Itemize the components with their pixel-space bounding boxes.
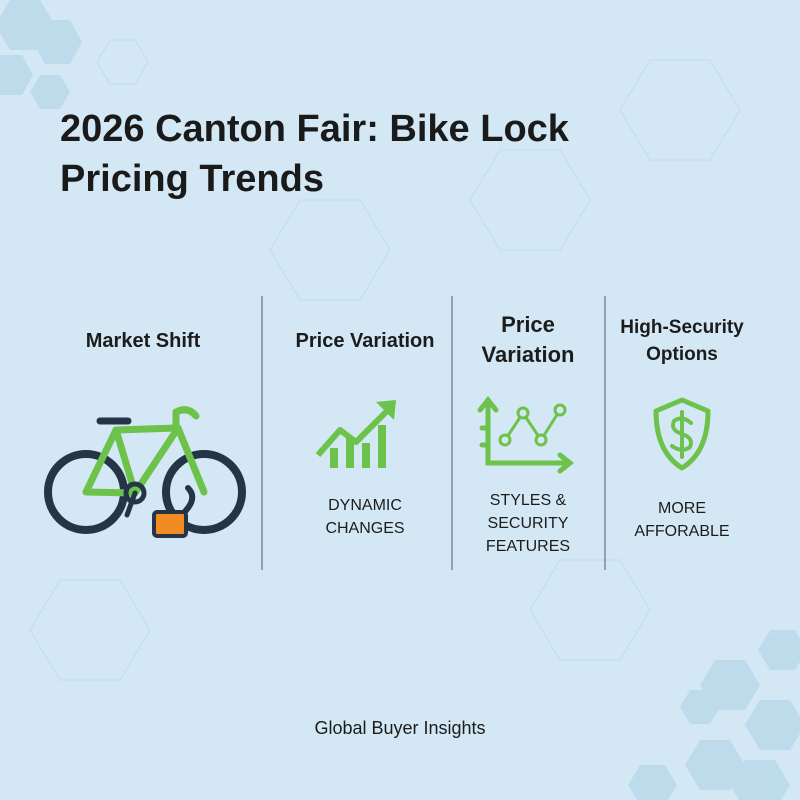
dividers: [261, 296, 606, 570]
growth-icon: [315, 400, 396, 468]
column-heading: High-Security: [620, 317, 744, 338]
column-heading: Options: [646, 344, 718, 365]
column-description: AFFORABLE: [634, 523, 730, 540]
column-heading: Variation: [481, 342, 575, 367]
column-description: DYNAMIC: [328, 497, 402, 514]
column-description: SECURITY: [487, 515, 569, 532]
column-description: FEATURES: [485, 538, 571, 555]
footer: Global Buyer Insights: [314, 718, 486, 738]
column-heading: Price Variation: [295, 330, 435, 352]
column-heading: Market Shift: [85, 330, 201, 352]
column-description: CHANGES: [325, 520, 405, 537]
line-chart-icon: [477, 395, 575, 474]
column-description: STYLES &: [489, 492, 567, 509]
column-description: MORE: [658, 500, 706, 517]
bike-icon: [44, 406, 246, 538]
title: 2026 Canton Fair: Bike Lock Pricing Tren…: [60, 108, 569, 200]
column-heading: Price: [501, 312, 555, 337]
shield-icon: [653, 397, 711, 471]
